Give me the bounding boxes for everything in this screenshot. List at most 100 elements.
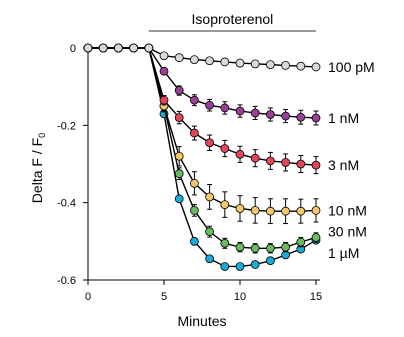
data-point <box>189 55 199 64</box>
data-point <box>220 262 230 271</box>
data-point <box>174 169 184 179</box>
data-point <box>250 205 260 215</box>
series-0 <box>83 43 321 72</box>
data-point <box>235 204 245 213</box>
data-point <box>189 178 199 188</box>
data-point <box>205 138 215 148</box>
data-point <box>296 206 306 216</box>
y-tick-label: -0.4 <box>57 198 76 210</box>
data-point <box>235 242 245 252</box>
series-label: 1 µM <box>328 245 359 261</box>
ticks: 0 -0.2 -0.4 -0.6 0 5 10 15 <box>57 43 322 303</box>
data-point <box>220 103 230 113</box>
data-point <box>281 111 291 121</box>
data-point <box>250 108 260 118</box>
data-point <box>189 205 199 215</box>
y-tick-label: 0 <box>70 43 76 55</box>
data-point <box>250 260 260 269</box>
data-point <box>265 243 275 253</box>
y-axis-title-subscript: 0 <box>37 133 47 138</box>
data-point <box>129 43 139 53</box>
data-point <box>281 158 291 167</box>
data-point <box>159 51 169 61</box>
data-point <box>296 112 306 122</box>
data-point <box>205 100 215 110</box>
series-labels: 100 pM 1 nM 3 nM 10 nM 30 nM 1 µM <box>328 59 375 261</box>
y-axis-title: Delta F / F0 <box>29 133 47 203</box>
data-point <box>159 95 169 105</box>
x-axis-title: Minutes <box>177 313 226 329</box>
data-point <box>296 61 306 71</box>
data-point <box>205 227 215 237</box>
data-point <box>296 237 306 247</box>
data-point <box>311 205 321 215</box>
data-point <box>220 144 230 153</box>
series-4 <box>83 43 321 254</box>
data-point <box>220 238 230 248</box>
data-point <box>83 43 93 53</box>
data-point <box>205 192 215 202</box>
data-point <box>235 262 245 271</box>
data-point <box>265 256 275 266</box>
isoproterenol-label: Isoproterenol <box>192 11 274 27</box>
data-point <box>174 53 184 63</box>
data-point <box>159 66 169 76</box>
x-tick-label: 5 <box>161 291 167 303</box>
data-point <box>174 151 184 161</box>
data-point <box>189 95 199 105</box>
data-point <box>281 206 291 216</box>
data-point <box>311 233 321 242</box>
data-point <box>235 149 245 159</box>
series-label: 30 nM <box>328 224 367 240</box>
data-point <box>250 153 260 163</box>
data-point <box>220 57 230 67</box>
data-point <box>174 113 184 122</box>
data-point <box>205 254 215 264</box>
data-point <box>235 106 245 116</box>
y-tick-label: -0.2 <box>57 120 76 132</box>
data-point <box>235 58 245 68</box>
series-label: 10 nM <box>328 202 367 218</box>
data-point <box>281 242 291 252</box>
data-point <box>311 160 321 170</box>
data-point <box>220 200 230 210</box>
data-point <box>189 236 199 246</box>
data-point <box>174 86 184 95</box>
series-label: 1 nM <box>328 110 359 126</box>
data-point <box>311 113 321 123</box>
series-line <box>88 47 317 212</box>
plot-area <box>83 43 321 271</box>
data-point <box>114 43 123 53</box>
data-point <box>189 128 199 138</box>
data-point <box>281 61 291 70</box>
y-axis-title-main: Delta F / F <box>29 138 45 203</box>
data-point <box>174 194 184 204</box>
y-tick-label: -0.6 <box>57 275 76 287</box>
data-point <box>250 59 260 69</box>
data-point <box>265 206 275 216</box>
series-label: 100 pM <box>328 59 375 75</box>
series-5 <box>83 43 321 271</box>
x-tick-label: 0 <box>85 291 91 303</box>
x-tick-label: 10 <box>234 291 246 303</box>
data-point <box>311 62 321 72</box>
data-point <box>265 156 275 166</box>
series-label: 3 nM <box>328 157 359 173</box>
series-1 <box>83 43 321 126</box>
series-line <box>88 47 317 268</box>
series-line <box>88 47 317 119</box>
data-point <box>265 60 275 70</box>
series-3 <box>83 43 321 225</box>
data-point <box>265 110 275 119</box>
series-line <box>88 47 317 68</box>
x-tick-label: 15 <box>310 291 322 303</box>
data-point <box>250 243 260 253</box>
data-point <box>144 43 154 53</box>
data-point <box>296 159 306 169</box>
data-point <box>205 56 215 66</box>
data-point <box>98 43 108 53</box>
isoproterenol-annotation: Isoproterenol <box>148 11 316 32</box>
series-line <box>88 47 317 249</box>
axes <box>87 46 320 281</box>
